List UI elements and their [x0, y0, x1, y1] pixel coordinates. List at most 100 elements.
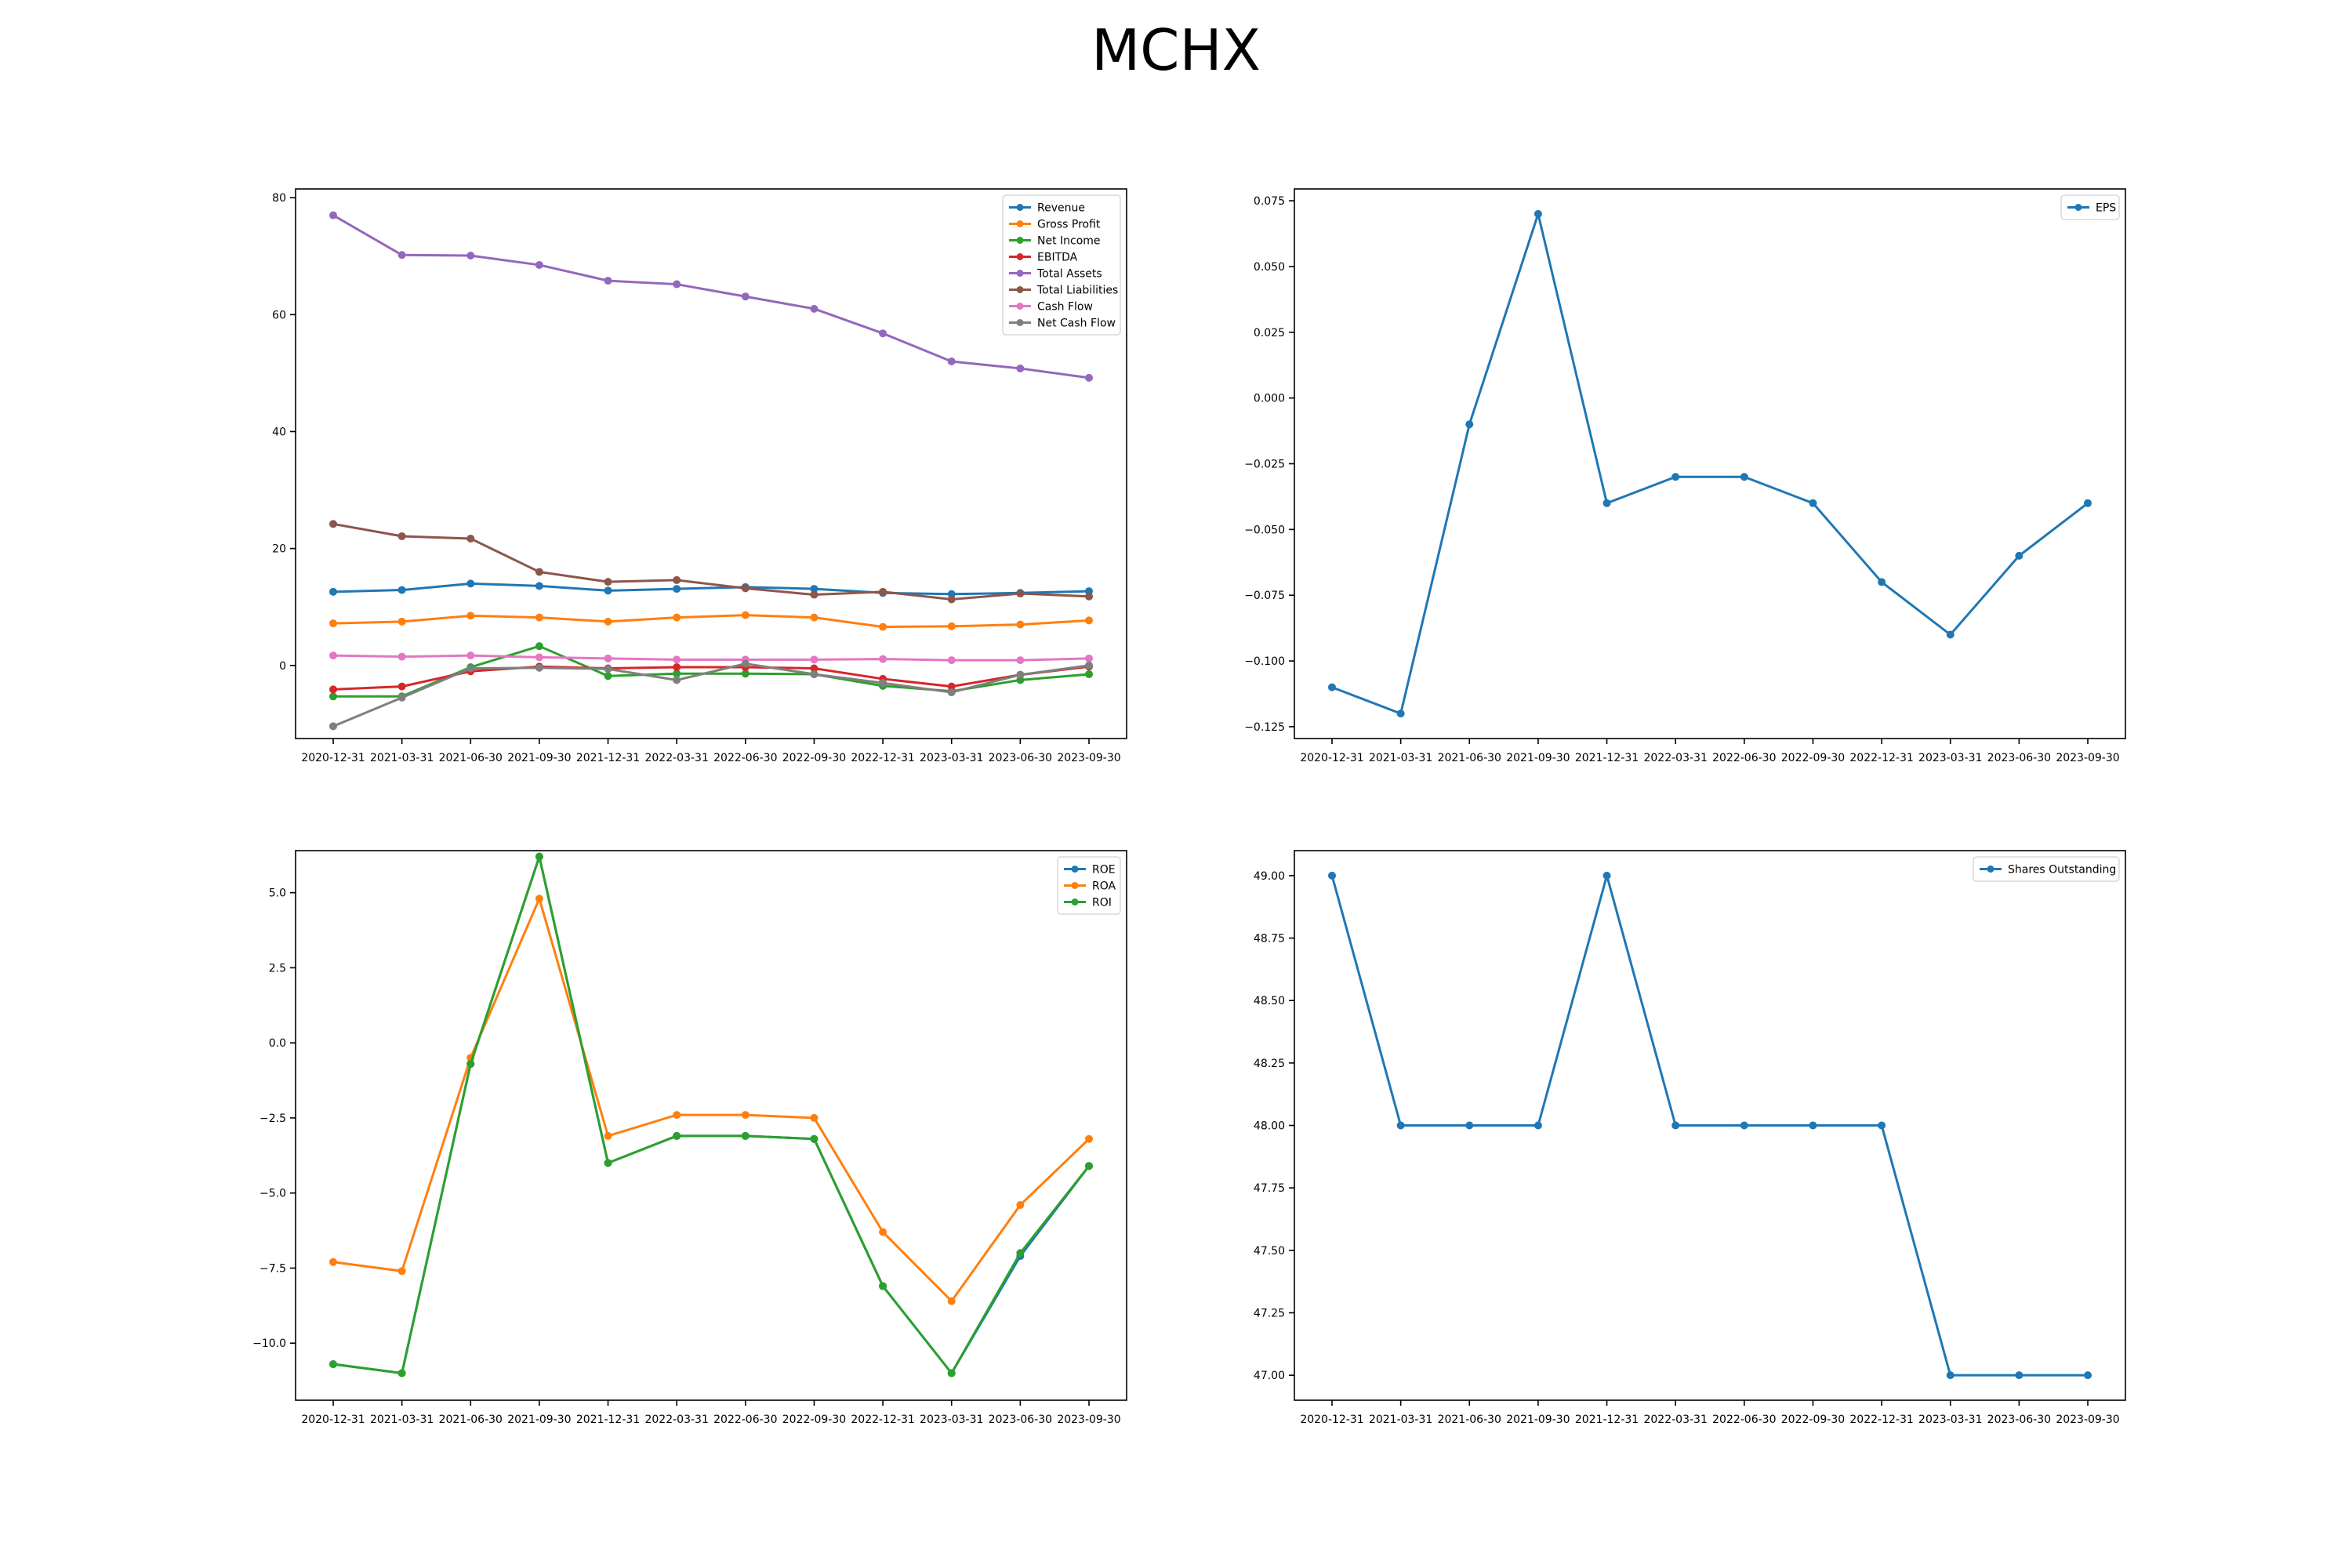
legend-marker-ebitda — [1016, 253, 1024, 260]
y-tick-label: 40 — [272, 426, 286, 438]
data-point-cash-flow — [1085, 654, 1093, 662]
data-point-eps — [1602, 499, 1611, 507]
x-tick-label: 2021-03-31 — [370, 1414, 434, 1426]
y-tick-label: 47.75 — [1254, 1182, 1285, 1195]
eps-chart: −0.125 −0.100 −0.075 −0.050 −0.025 0.000 0.025… — [1244, 188, 2126, 764]
x-tick-label: 2023-03-31 — [920, 1414, 983, 1426]
x-tick-label: 2022-09-30 — [1781, 1414, 1845, 1426]
data-point-ebitda — [810, 664, 818, 673]
x-tick-label: 2021-06-30 — [1438, 752, 1501, 764]
x-tick-label: 2021-03-31 — [1369, 1414, 1432, 1426]
x-tick-label: 2021-03-31 — [1369, 752, 1432, 764]
x-tick-label: 2021-06-30 — [1438, 1414, 1501, 1426]
data-point-roa — [1016, 1201, 1025, 1210]
x-tick-label: 2022-09-30 — [1781, 752, 1845, 764]
data-point-cash-flow — [397, 652, 406, 661]
data-point-net-income — [535, 642, 543, 651]
data-point-total-liabilities — [947, 595, 956, 604]
data-point-net-cash-flow — [329, 722, 337, 731]
y-tick-label: 0.000 — [1254, 393, 1285, 405]
x-tick-label: 2021-06-30 — [439, 752, 503, 764]
y-tick-label: −0.050 — [1244, 524, 1285, 536]
y-tick-label: −0.075 — [1244, 590, 1285, 602]
legend-label-total-assets: Total Assets — [1036, 268, 1102, 281]
data-point-total-liabilities — [673, 575, 681, 584]
legend-label-roi: ROI — [1092, 897, 1112, 909]
data-point-gross-profit — [879, 622, 887, 631]
y-tick-label: −5.0 — [260, 1188, 286, 1200]
data-point-roi — [329, 1360, 337, 1369]
legend-marker-roe — [1071, 866, 1079, 873]
x-tick-label: 2023-09-30 — [1057, 1414, 1120, 1426]
data-point-gross-profit — [1085, 616, 1093, 625]
data-point-total-assets — [604, 277, 612, 285]
y-tick-label: −2.5 — [260, 1112, 286, 1125]
x-tick-label: 2021-03-31 — [370, 752, 434, 764]
data-point-gross-profit — [466, 612, 475, 620]
series-line-total-assets — [332, 214, 1090, 379]
plot-frame — [295, 850, 1127, 1401]
data-point-roa — [329, 1258, 337, 1266]
x-tick-label: 2023-06-30 — [989, 1414, 1052, 1426]
series-line-shares-outstanding — [1330, 871, 2088, 1377]
y-tick-label: 2.5 — [269, 962, 286, 975]
legend-marker-net-income — [1016, 237, 1024, 244]
y-tick-label: 5.0 — [269, 887, 286, 900]
y-tick-label: −0.125 — [1244, 721, 1285, 734]
series-line-revenue — [332, 582, 1090, 596]
x-tick-label: 2022-09-30 — [782, 752, 846, 764]
data-point-shares-outstanding — [1671, 1121, 1680, 1130]
x-tick-label: 2022-06-30 — [1712, 752, 1776, 764]
data-point-roi — [673, 1131, 681, 1140]
y-tick-label: 0.075 — [1254, 195, 1285, 208]
x-tick-label: 2022-03-31 — [644, 752, 708, 764]
x-tick-label: 2022-03-31 — [1643, 752, 1707, 764]
figure-title: MCHX — [1091, 17, 1261, 83]
legend-label-net-income: Net Income — [1037, 235, 1101, 248]
x-tick-label: 2020-12-31 — [1300, 752, 1363, 764]
data-point-roa — [535, 895, 543, 903]
y-tick-label: 0 — [279, 660, 286, 673]
data-point-net-cash-flow — [741, 659, 750, 668]
x-tick-label: 2023-06-30 — [1987, 752, 2051, 764]
data-point-shares-outstanding — [2084, 1371, 2092, 1380]
data-point-net-cash-flow — [466, 664, 475, 673]
x-tick-label: 2022-12-31 — [1849, 752, 1913, 764]
data-point-net-income — [741, 670, 750, 678]
data-point-revenue — [466, 579, 475, 588]
y-tick-label: 47.00 — [1254, 1370, 1285, 1382]
data-point-cash-flow — [879, 655, 887, 663]
legend-label-net-cash-flow: Net Cash Flow — [1037, 318, 1116, 330]
data-point-ebitda — [397, 682, 406, 691]
data-point-shares-outstanding — [1396, 1121, 1405, 1130]
series-line-eps — [1331, 209, 2089, 716]
data-point-cash-flow — [604, 654, 612, 662]
x-tick-label: 2021-06-30 — [439, 1414, 503, 1426]
data-point-total-liabilities — [879, 587, 887, 596]
x-tick-label: 2021-12-31 — [576, 752, 640, 764]
data-point-shares-outstanding — [1328, 871, 1336, 880]
x-tick-label: 2022-06-30 — [713, 752, 777, 764]
data-point-gross-profit — [397, 617, 406, 626]
y-tick-label: −7.5 — [260, 1262, 286, 1275]
y-tick-label: 0.050 — [1254, 261, 1285, 274]
legend-marker-revenue — [1016, 204, 1024, 211]
data-point-eps — [2084, 499, 2092, 507]
data-point-shares-outstanding — [1740, 1121, 1748, 1130]
legend-marker-eps — [2074, 204, 2082, 211]
legend-label-eps: EPS — [2096, 202, 2116, 215]
data-point-roa — [741, 1111, 750, 1120]
data-point-shares-outstanding — [1809, 1121, 1817, 1130]
x-tick-label: 2023-03-31 — [920, 752, 983, 764]
legend-label-ebitda: EBITDA — [1037, 252, 1078, 264]
legend-marker-gross-profit — [1016, 220, 1024, 227]
data-point-roi — [604, 1159, 612, 1167]
data-point-gross-profit — [329, 619, 337, 628]
data-point-eps — [1534, 209, 1542, 218]
shares-outstanding-chart: 47.00 47.25 47.50 47.75 48.00 48.25 48.50 48.75… — [1254, 850, 2126, 1426]
x-tick-label: 2021-09-30 — [1506, 752, 1570, 764]
x-tick-label: 2022-09-30 — [782, 1414, 846, 1426]
data-point-gross-profit — [1016, 620, 1025, 629]
legend: Revenue Gross Profit Net Income EBITDA Total… — [1002, 194, 1121, 336]
data-point-cash-flow — [1016, 656, 1025, 665]
